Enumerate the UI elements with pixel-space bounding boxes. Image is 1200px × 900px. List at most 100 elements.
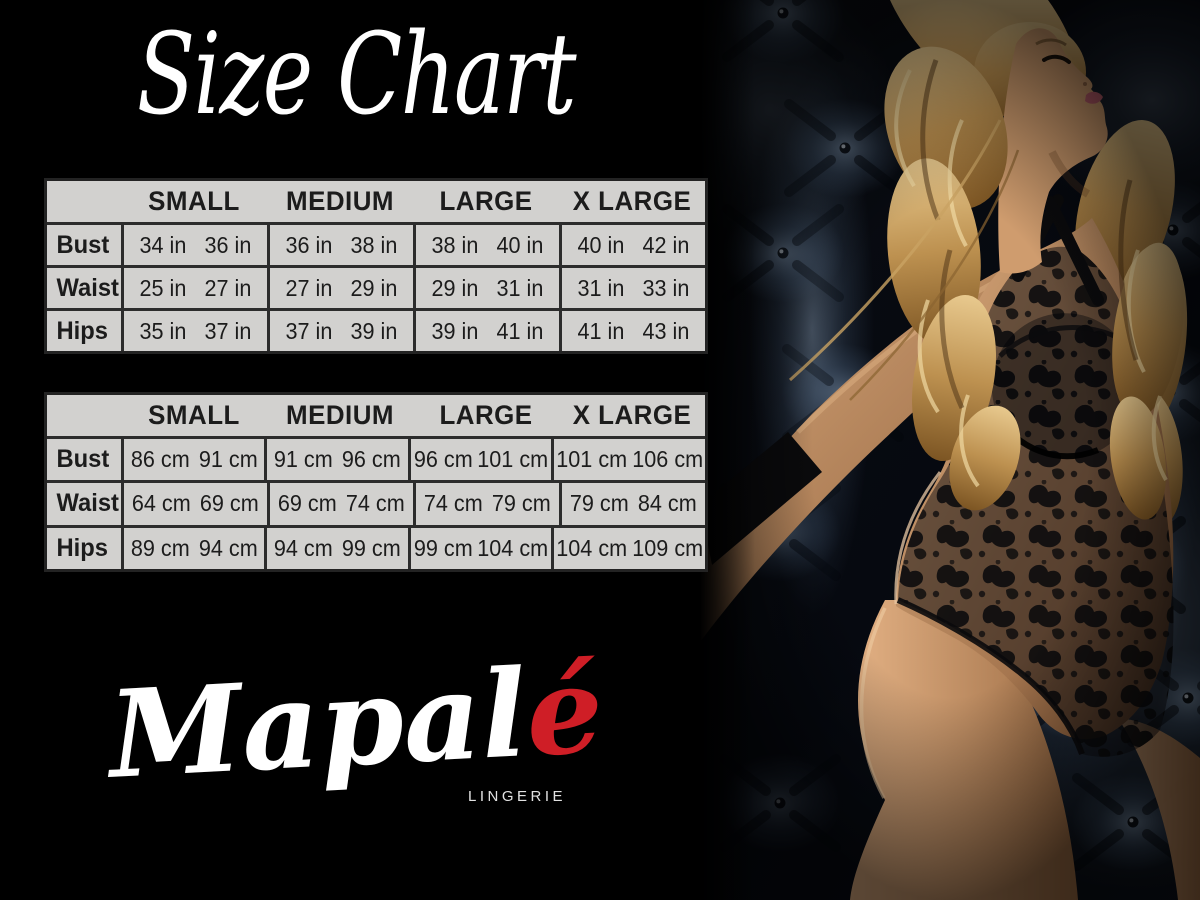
size-cell: 36 in 38 in bbox=[267, 225, 413, 265]
size-value: 31 in bbox=[496, 274, 544, 301]
table-header-row: SMALL MEDIUM LARGE X LARGE bbox=[47, 181, 705, 222]
size-cell: 27 in 29 in bbox=[267, 268, 413, 308]
size-cell: 37 in 39 in bbox=[267, 311, 413, 351]
size-value: 96 cm bbox=[341, 446, 401, 473]
photo-vignette bbox=[700, 0, 1200, 900]
size-cell: 38 in 40 in bbox=[413, 225, 559, 265]
size-value: 74 cm bbox=[423, 490, 483, 517]
header-cell-medium: MEDIUM bbox=[286, 186, 394, 216]
size-value: 84 cm bbox=[638, 490, 698, 517]
size-value: 37 in bbox=[204, 317, 252, 344]
size-value: 37 in bbox=[285, 317, 333, 344]
size-cell: 29 in 31 in bbox=[413, 268, 559, 308]
table-row-waist: Waist 25 in 27 in 27 in 29 in 29 in 31 in 3… bbox=[47, 265, 705, 308]
size-value: 104 cm bbox=[477, 534, 549, 561]
size-value: 101 cm bbox=[556, 446, 628, 473]
table-row-hips: Hips 89 cm 94 cm 94 cm 99 cm 99 cm 104 cm 1… bbox=[47, 524, 705, 569]
size-value: 99 cm bbox=[413, 534, 473, 561]
size-cell: 74 cm 79 cm bbox=[413, 483, 559, 525]
size-value: 94 cm bbox=[274, 534, 334, 561]
size-cell: 34 in 36 in bbox=[121, 225, 267, 265]
size-value: 86 cm bbox=[130, 446, 190, 473]
size-value: 69 cm bbox=[200, 490, 260, 517]
size-value: 39 in bbox=[431, 317, 479, 344]
size-value: 64 cm bbox=[131, 490, 191, 517]
header-cell-small: SMALL bbox=[148, 400, 240, 430]
table-row-bust: Bust 34 in 36 in 36 in 38 in 38 in 40 in 40… bbox=[47, 222, 705, 265]
size-value: 91 cm bbox=[198, 446, 258, 473]
size-value: 69 cm bbox=[277, 490, 337, 517]
photo-left-blend bbox=[700, 0, 755, 900]
size-value: 79 cm bbox=[492, 490, 552, 517]
brand-subtitle: LINGERIE bbox=[468, 788, 567, 805]
size-value: 42 in bbox=[642, 231, 690, 258]
size-value: 27 in bbox=[204, 274, 252, 301]
size-value: 31 in bbox=[577, 274, 625, 301]
size-value: 79 cm bbox=[569, 490, 629, 517]
size-value: 109 cm bbox=[631, 534, 703, 561]
size-value: 104 cm bbox=[556, 534, 628, 561]
size-value: 36 in bbox=[285, 231, 333, 258]
size-value: 34 in bbox=[139, 231, 187, 258]
size-value: 101 cm bbox=[477, 446, 549, 473]
size-value: 99 cm bbox=[341, 534, 401, 561]
size-value: 38 in bbox=[431, 231, 479, 258]
row-label: Waist bbox=[56, 273, 119, 302]
brand-name: Mapal bbox=[105, 643, 531, 806]
size-cell: 31 in 33 in bbox=[559, 268, 705, 308]
size-value: 29 in bbox=[431, 274, 479, 301]
model-photo bbox=[700, 0, 1200, 900]
table-header-row: SMALL MEDIUM LARGE X LARGE bbox=[47, 395, 705, 436]
table-row-hips: Hips 35 in 37 in 37 in 39 in 39 in 41 in 41… bbox=[47, 308, 705, 351]
model-photo-illustration bbox=[700, 0, 1200, 900]
size-cell: 79 cm 84 cm bbox=[559, 483, 705, 525]
size-value: 91 cm bbox=[274, 446, 334, 473]
brand-logo: Mapalé LINGERIE bbox=[0, 639, 712, 850]
row-label: Hips bbox=[56, 533, 108, 562]
size-cell: 96 cm 101 cm bbox=[407, 439, 551, 481]
size-cell: 25 in 27 in bbox=[121, 268, 267, 308]
size-cell: 94 cm 99 cm bbox=[264, 527, 407, 569]
size-value: 41 in bbox=[496, 317, 544, 344]
size-cell: 91 cm 96 cm bbox=[264, 439, 407, 481]
header-cell-large: LARGE bbox=[439, 186, 533, 216]
size-cell: 99 cm 104 cm bbox=[407, 527, 551, 569]
size-value: 36 in bbox=[204, 231, 252, 258]
size-value: 25 in bbox=[139, 274, 187, 301]
size-value: 74 cm bbox=[346, 490, 406, 517]
size-cell: 101 cm 106 cm bbox=[551, 439, 705, 481]
row-label: Hips bbox=[56, 316, 108, 345]
size-cell: 69 cm 74 cm bbox=[267, 483, 413, 525]
size-cell: 86 cm 91 cm bbox=[121, 439, 264, 481]
size-cell: 89 cm 94 cm bbox=[121, 527, 264, 569]
size-value: 89 cm bbox=[130, 534, 190, 561]
page-title: Size Chart bbox=[136, 10, 577, 140]
size-value: 94 cm bbox=[198, 534, 258, 561]
header-cell-small: SMALL bbox=[148, 186, 240, 216]
size-table-centimeters: SMALL MEDIUM LARGE X LARGE Bust 86 cm 91 … bbox=[44, 392, 708, 572]
brand-wordmark: Mapalé bbox=[0, 621, 716, 823]
size-value: 40 in bbox=[577, 231, 625, 258]
size-cell: 35 in 37 in bbox=[121, 311, 267, 351]
table-row-bust: Bust 86 cm 91 cm 91 cm 96 cm 96 cm 101 cm 1… bbox=[47, 436, 705, 481]
row-label: Bust bbox=[56, 230, 110, 259]
size-value: 39 in bbox=[350, 317, 398, 344]
size-cell: 40 in 42 in bbox=[559, 225, 705, 265]
size-value: 41 in bbox=[577, 317, 625, 344]
size-cell: 64 cm 69 cm bbox=[121, 483, 267, 525]
chart-panel: Size Chart SMALL MEDIUM LARGE X LARGE Bu… bbox=[0, 10, 712, 850]
size-value: 38 in bbox=[350, 231, 398, 258]
size-value: 27 in bbox=[285, 274, 333, 301]
size-cell: 41 in 43 in bbox=[559, 311, 705, 351]
size-value: 35 in bbox=[139, 317, 187, 344]
size-value: 43 in bbox=[642, 317, 690, 344]
size-value: 40 in bbox=[496, 231, 544, 258]
header-cell-xlarge: X LARGE bbox=[572, 186, 692, 216]
header-cell-large: LARGE bbox=[439, 400, 533, 430]
table-row-waist: Waist 64 cm 69 cm 69 cm 74 cm 74 cm 79 cm 7… bbox=[47, 480, 705, 525]
size-table-inches: SMALL MEDIUM LARGE X LARGE Bust 34 in 36 … bbox=[44, 178, 708, 354]
size-value: 96 cm bbox=[413, 446, 473, 473]
header-cell-medium: MEDIUM bbox=[286, 400, 394, 430]
row-label: Waist bbox=[56, 489, 119, 518]
row-label: Bust bbox=[56, 445, 110, 474]
